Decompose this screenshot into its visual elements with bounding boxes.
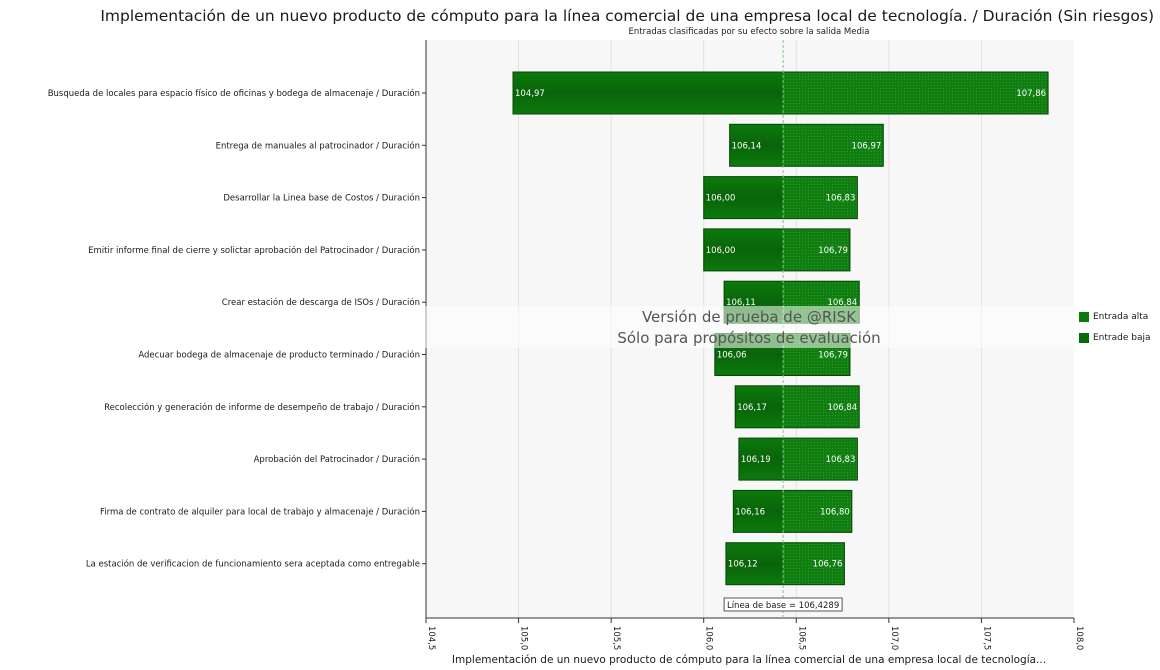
category-label: Aprobación del Patrocinador / Duración <box>254 454 420 465</box>
legend-swatch-high <box>1079 312 1089 322</box>
category-label: Entrega de manuales al patrocinador / Du… <box>216 140 420 151</box>
chart-subtitle: Entradas clasificadas por su efecto sobr… <box>628 27 870 37</box>
legend-item-low: Entrade baja <box>1079 333 1151 343</box>
bar-low-value: 106,06 <box>717 351 747 361</box>
bar-low-segment <box>733 490 784 533</box>
bar-low-value: 106,14 <box>732 141 762 151</box>
bar-low-value: 106,12 <box>728 560 758 570</box>
bar-high-value: 106,79 <box>818 351 848 361</box>
bar-outline <box>734 385 860 429</box>
bar-low-segment <box>725 542 784 585</box>
bar-high-value: 106,80 <box>820 507 850 517</box>
category-label: Recolección y generación de informe de d… <box>104 402 420 413</box>
category-label: Emitir informe final de cierre y solicta… <box>88 245 420 256</box>
bar-high-segment <box>783 228 850 271</box>
bar-high-value: 106,76 <box>813 560 843 570</box>
bar-low-value: 106,00 <box>706 194 736 204</box>
x-tick-label: 105,5 <box>611 626 621 650</box>
bar-high-value: 106,84 <box>827 403 857 413</box>
legend-item-high: Entrada alta <box>1079 312 1148 322</box>
x-axis-title: Implementación de un nuevo producto de c… <box>451 654 1047 666</box>
category-label: Busqueda de locales para espacio físico … <box>48 88 420 99</box>
legend-label-high: Entrada alta <box>1093 312 1149 322</box>
bar-low-value: 106,19 <box>741 455 771 465</box>
bar-high-value: 106,83 <box>826 455 856 465</box>
bar-low-value: 104,97 <box>515 89 545 99</box>
category-label: Crear estación de descarga de ISOs / Dur… <box>222 297 420 308</box>
x-tick-label: 105,0 <box>519 626 529 650</box>
legend-swatch-low <box>1079 333 1089 343</box>
bar-high-segment <box>783 438 858 481</box>
bar-high-value: 106,83 <box>826 194 856 204</box>
bar-high-value: 106,97 <box>852 141 882 151</box>
category-labels: Busqueda de locales para espacio físico … <box>48 88 420 570</box>
baseline-label: Línea de base = 106,4289 <box>727 601 839 611</box>
bar-outline <box>729 123 884 167</box>
x-tick-label: 108,0 <box>1074 626 1084 650</box>
bar-low-value: 106,16 <box>735 507 765 517</box>
x-tick-label: 107,0 <box>889 626 899 650</box>
bar-low-segment <box>703 228 784 271</box>
x-tick-label: 106,0 <box>704 626 714 650</box>
bar-outline <box>512 71 1049 115</box>
category-label: Desarrollar la Linea base de Costos / Du… <box>223 193 420 204</box>
bar-high-segment <box>783 542 845 585</box>
category-label: La estación de verificacion de funcionam… <box>86 559 420 570</box>
bar-high-segment <box>783 490 852 533</box>
bar-high-value: 106,79 <box>818 246 848 256</box>
x-tick-label: 107,5 <box>981 626 991 650</box>
bar-high-value: 107,86 <box>1016 89 1046 99</box>
category-label: Firma de contrato de alquiler para local… <box>100 506 420 517</box>
bar-low-value: 106,00 <box>706 246 736 256</box>
bar-outline <box>703 228 851 272</box>
bar-low-segment <box>729 124 784 167</box>
baseline-label-box <box>723 597 843 612</box>
bar-low-segment <box>735 385 784 428</box>
category-label: Adecuar bodega de almacenaje de producto… <box>138 350 420 361</box>
x-axis: 104,5 105,0 105,5 106,0 106,5 107,0 107,5 108,0 <box>422 40 1084 650</box>
bar-low-segment <box>738 438 784 481</box>
bar-low-value: 106,11 <box>726 298 756 308</box>
bar-high-segment <box>783 124 884 167</box>
x-tick-label: 106,5 <box>796 626 806 650</box>
bar-outline <box>725 542 845 586</box>
chart-title: Implementación de un nuevo producto de c… <box>100 7 1154 25</box>
legend-label-low: Entrade baja <box>1093 333 1151 343</box>
bar-outline <box>738 437 858 481</box>
baseline-group: Línea de base = 106,4289 <box>723 40 843 618</box>
bar-low-segment <box>703 176 784 219</box>
bar-outline <box>732 489 853 533</box>
bar-high-segment <box>783 72 1049 114</box>
x-tick-label: 104,5 <box>426 626 436 650</box>
bars-group: 104,97 107,86 106,14 106,97 106,00 106,83 106,… <box>512 71 1049 586</box>
bar-high-value: 106,84 <box>827 298 857 308</box>
bar-outline <box>703 176 858 220</box>
bar-low-value: 106,17 <box>737 403 767 413</box>
bar-high-segment <box>783 385 860 428</box>
bar-low-segment <box>513 72 784 114</box>
bar-high-segment <box>783 176 858 219</box>
